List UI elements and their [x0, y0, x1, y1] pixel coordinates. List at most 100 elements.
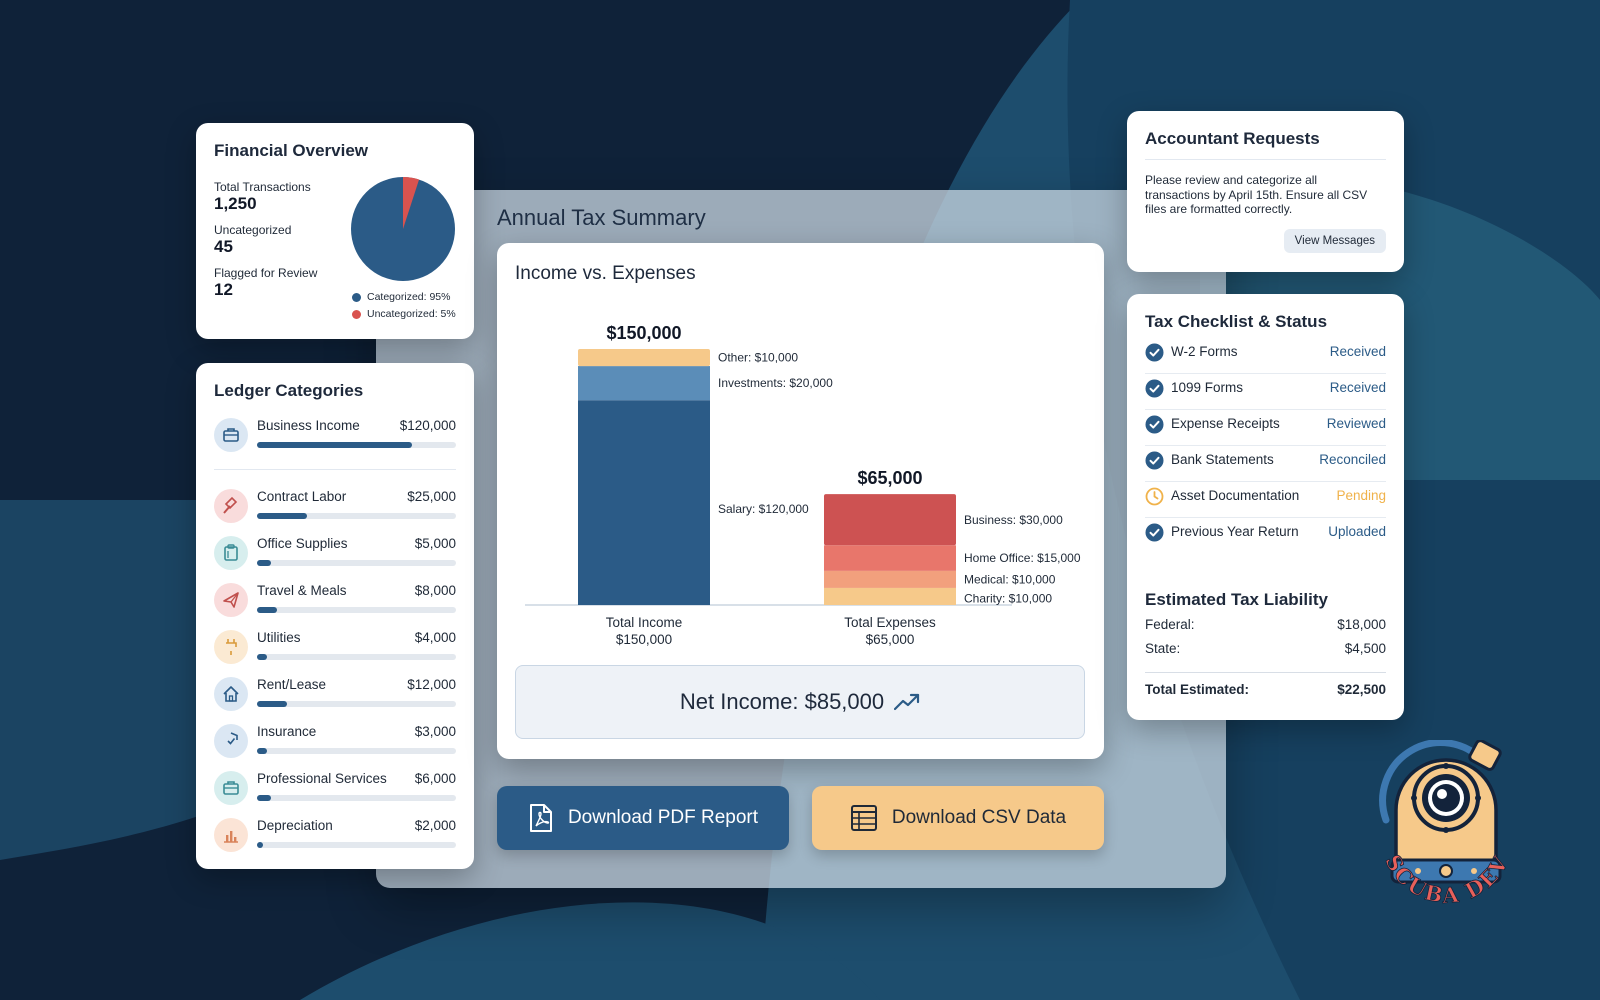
state-label: State:	[1145, 641, 1181, 656]
download-csv-label: Download CSV Data	[891, 807, 1067, 828]
ledger-item[interactable]: Professional Services $6,000	[214, 771, 456, 809]
ledger-item[interactable]: Office Supplies $5,000	[214, 536, 456, 574]
ledger-item[interactable]: Travel & Meals $8,000	[214, 583, 456, 621]
checklist-item-status: Reconciled	[1319, 452, 1386, 467]
check-circle-icon	[1145, 451, 1164, 475]
stat-label: Flagged for Review	[214, 266, 318, 280]
ledger-item[interactable]: Depreciation $2,000	[214, 818, 456, 856]
check-circle-icon	[1145, 343, 1164, 367]
ledger-progress-track	[257, 513, 456, 519]
checklist-item[interactable]: Bank Statements Reconciled	[1145, 446, 1386, 482]
stat-value: 45	[214, 237, 233, 256]
financial-stats: Total Transactions 1,250 Uncategorized 4…	[214, 180, 317, 309]
stat-label: Total Transactions	[214, 180, 311, 194]
ledger-progress-track	[257, 607, 456, 613]
ledger-categories-card: Ledger Categories Business Income $120,00…	[196, 363, 474, 869]
ledger-item[interactable]: Utilities $4,000	[214, 630, 456, 668]
ledger-progress-track	[257, 560, 456, 566]
net-income-value: Net Income: $85,000	[679, 689, 885, 714]
net-income-box: Net Income: $85,000	[515, 665, 1085, 739]
checklist-title: Tax Checklist & Status	[1145, 312, 1328, 331]
segment-label: Charity: $10,000	[964, 591, 1052, 605]
ledger-progress-fill	[257, 842, 263, 848]
checklist-item-status: Pending	[1336, 488, 1386, 503]
legend-categorized: Categorized: 95%	[352, 291, 450, 303]
legend-label: Uncategorized: 5%	[367, 308, 456, 320]
segment-label: Other: $10,000	[718, 351, 798, 365]
briefcase-icon	[214, 418, 248, 452]
ledger-item-name: Contract Labor	[257, 489, 347, 504]
view-messages-button[interactable]: View Messages	[1283, 229, 1386, 253]
checklist-item-status: Received	[1329, 344, 1386, 359]
ledger-item-amount: $5,000	[414, 536, 456, 551]
check-circle-icon	[1145, 379, 1164, 403]
ledger-item-name: Utilities	[257, 630, 301, 645]
ledger-progress-fill	[257, 701, 287, 707]
ledger-progress-fill	[257, 607, 277, 613]
checklist-item-label: Asset Documentation	[1171, 488, 1300, 503]
category-label: $65,000	[866, 632, 915, 647]
download-pdf-button[interactable]: Download PDF Report	[497, 786, 789, 850]
ledger-item-amount: $8,000	[414, 583, 456, 598]
checklist-item[interactable]: W-2 Forms Received	[1145, 338, 1386, 374]
categorization-pie-chart	[351, 177, 455, 281]
accountant-title: Accountant Requests	[1145, 129, 1320, 148]
ledger-item[interactable]: Contract Labor $25,000	[214, 489, 456, 527]
ledger-progress-fill	[257, 748, 267, 754]
ledger-item-amount: $3,000	[414, 724, 456, 739]
ledger-item-amount: $12,000	[407, 677, 456, 692]
ledger-item-name: Insurance	[257, 724, 317, 739]
ledger-item-amount: $4,000	[414, 630, 456, 645]
divider	[1145, 159, 1386, 160]
bar-segment-business	[824, 494, 956, 546]
bar-chart-icon	[214, 818, 248, 852]
federal-row: Federal: $18,000	[1145, 617, 1386, 632]
category-label: Total Expenses	[844, 615, 936, 630]
stat-value: 12	[214, 280, 233, 299]
segment-label: Business: $30,000	[964, 513, 1063, 527]
checklist-item[interactable]: Asset Documentation Pending	[1145, 482, 1386, 518]
ledger-progress-track	[257, 842, 456, 848]
tax-checklist-card: Tax Checklist & Status W-2 Forms Received…	[1127, 294, 1404, 720]
checklist-item-label: W-2 Forms	[1171, 344, 1238, 359]
checklist-item-label: Previous Year Return	[1171, 524, 1299, 539]
ledger-item-name: Office Supplies	[257, 536, 348, 551]
checklist-item-status: Received	[1329, 380, 1386, 395]
segment-label: Home Office: $15,000	[964, 551, 1081, 565]
ledger-progress-fill	[257, 442, 413, 448]
check-circle-icon	[1145, 523, 1164, 547]
spreadsheet-icon	[850, 805, 877, 831]
check-circle-icon	[1145, 415, 1164, 439]
trending-up-icon	[894, 693, 920, 711]
bar-segment-other	[578, 349, 710, 367]
divider	[214, 469, 456, 470]
ledger-item[interactable]: Business Income $120,000	[214, 418, 456, 456]
hammer-icon	[214, 489, 248, 523]
category-label: Total Income	[606, 615, 683, 630]
checklist-item[interactable]: Previous Year Return Uploaded	[1145, 518, 1386, 554]
estimated-liability-title: Estimated Tax Liability	[1145, 590, 1328, 609]
ledger-item[interactable]: Rent/Lease $12,000	[214, 677, 456, 715]
stat-label: Uncategorized	[214, 223, 292, 237]
divider	[1145, 672, 1386, 673]
ledger-item-name: Rent/Lease	[257, 677, 327, 692]
legend-label: Categorized: 95%	[367, 291, 451, 303]
download-csv-button[interactable]: Download CSV Data	[812, 786, 1104, 850]
pie-slice-uncategorized	[403, 177, 420, 229]
bar-segment-salary	[578, 400, 710, 605]
ledger-item-amount: $120,000	[399, 418, 456, 433]
segment-label: Salary: $120,000	[718, 502, 809, 516]
ledger-item[interactable]: Insurance $3,000	[214, 724, 456, 762]
house-icon	[214, 677, 248, 711]
segment-label: Investments: $20,000	[718, 376, 833, 390]
legend-dot	[352, 309, 361, 319]
ledger-progress-track	[257, 795, 456, 801]
ledger-progress-fill	[257, 795, 271, 801]
checklist-item[interactable]: 1099 Forms Received	[1145, 374, 1386, 410]
total-row: Total Estimated: $22,500	[1145, 682, 1386, 697]
federal-value: $18,000	[1337, 617, 1386, 632]
checklist-item[interactable]: Expense Receipts Reviewed	[1145, 410, 1386, 446]
income-expenses-card: Salary: $120,000 Investments: $20,000 Othe…	[497, 243, 1104, 759]
income-expenses-chart: Salary: $120,000 Investments: $20,000 Othe…	[525, 323, 1081, 647]
category-label: $150,000	[616, 632, 672, 647]
